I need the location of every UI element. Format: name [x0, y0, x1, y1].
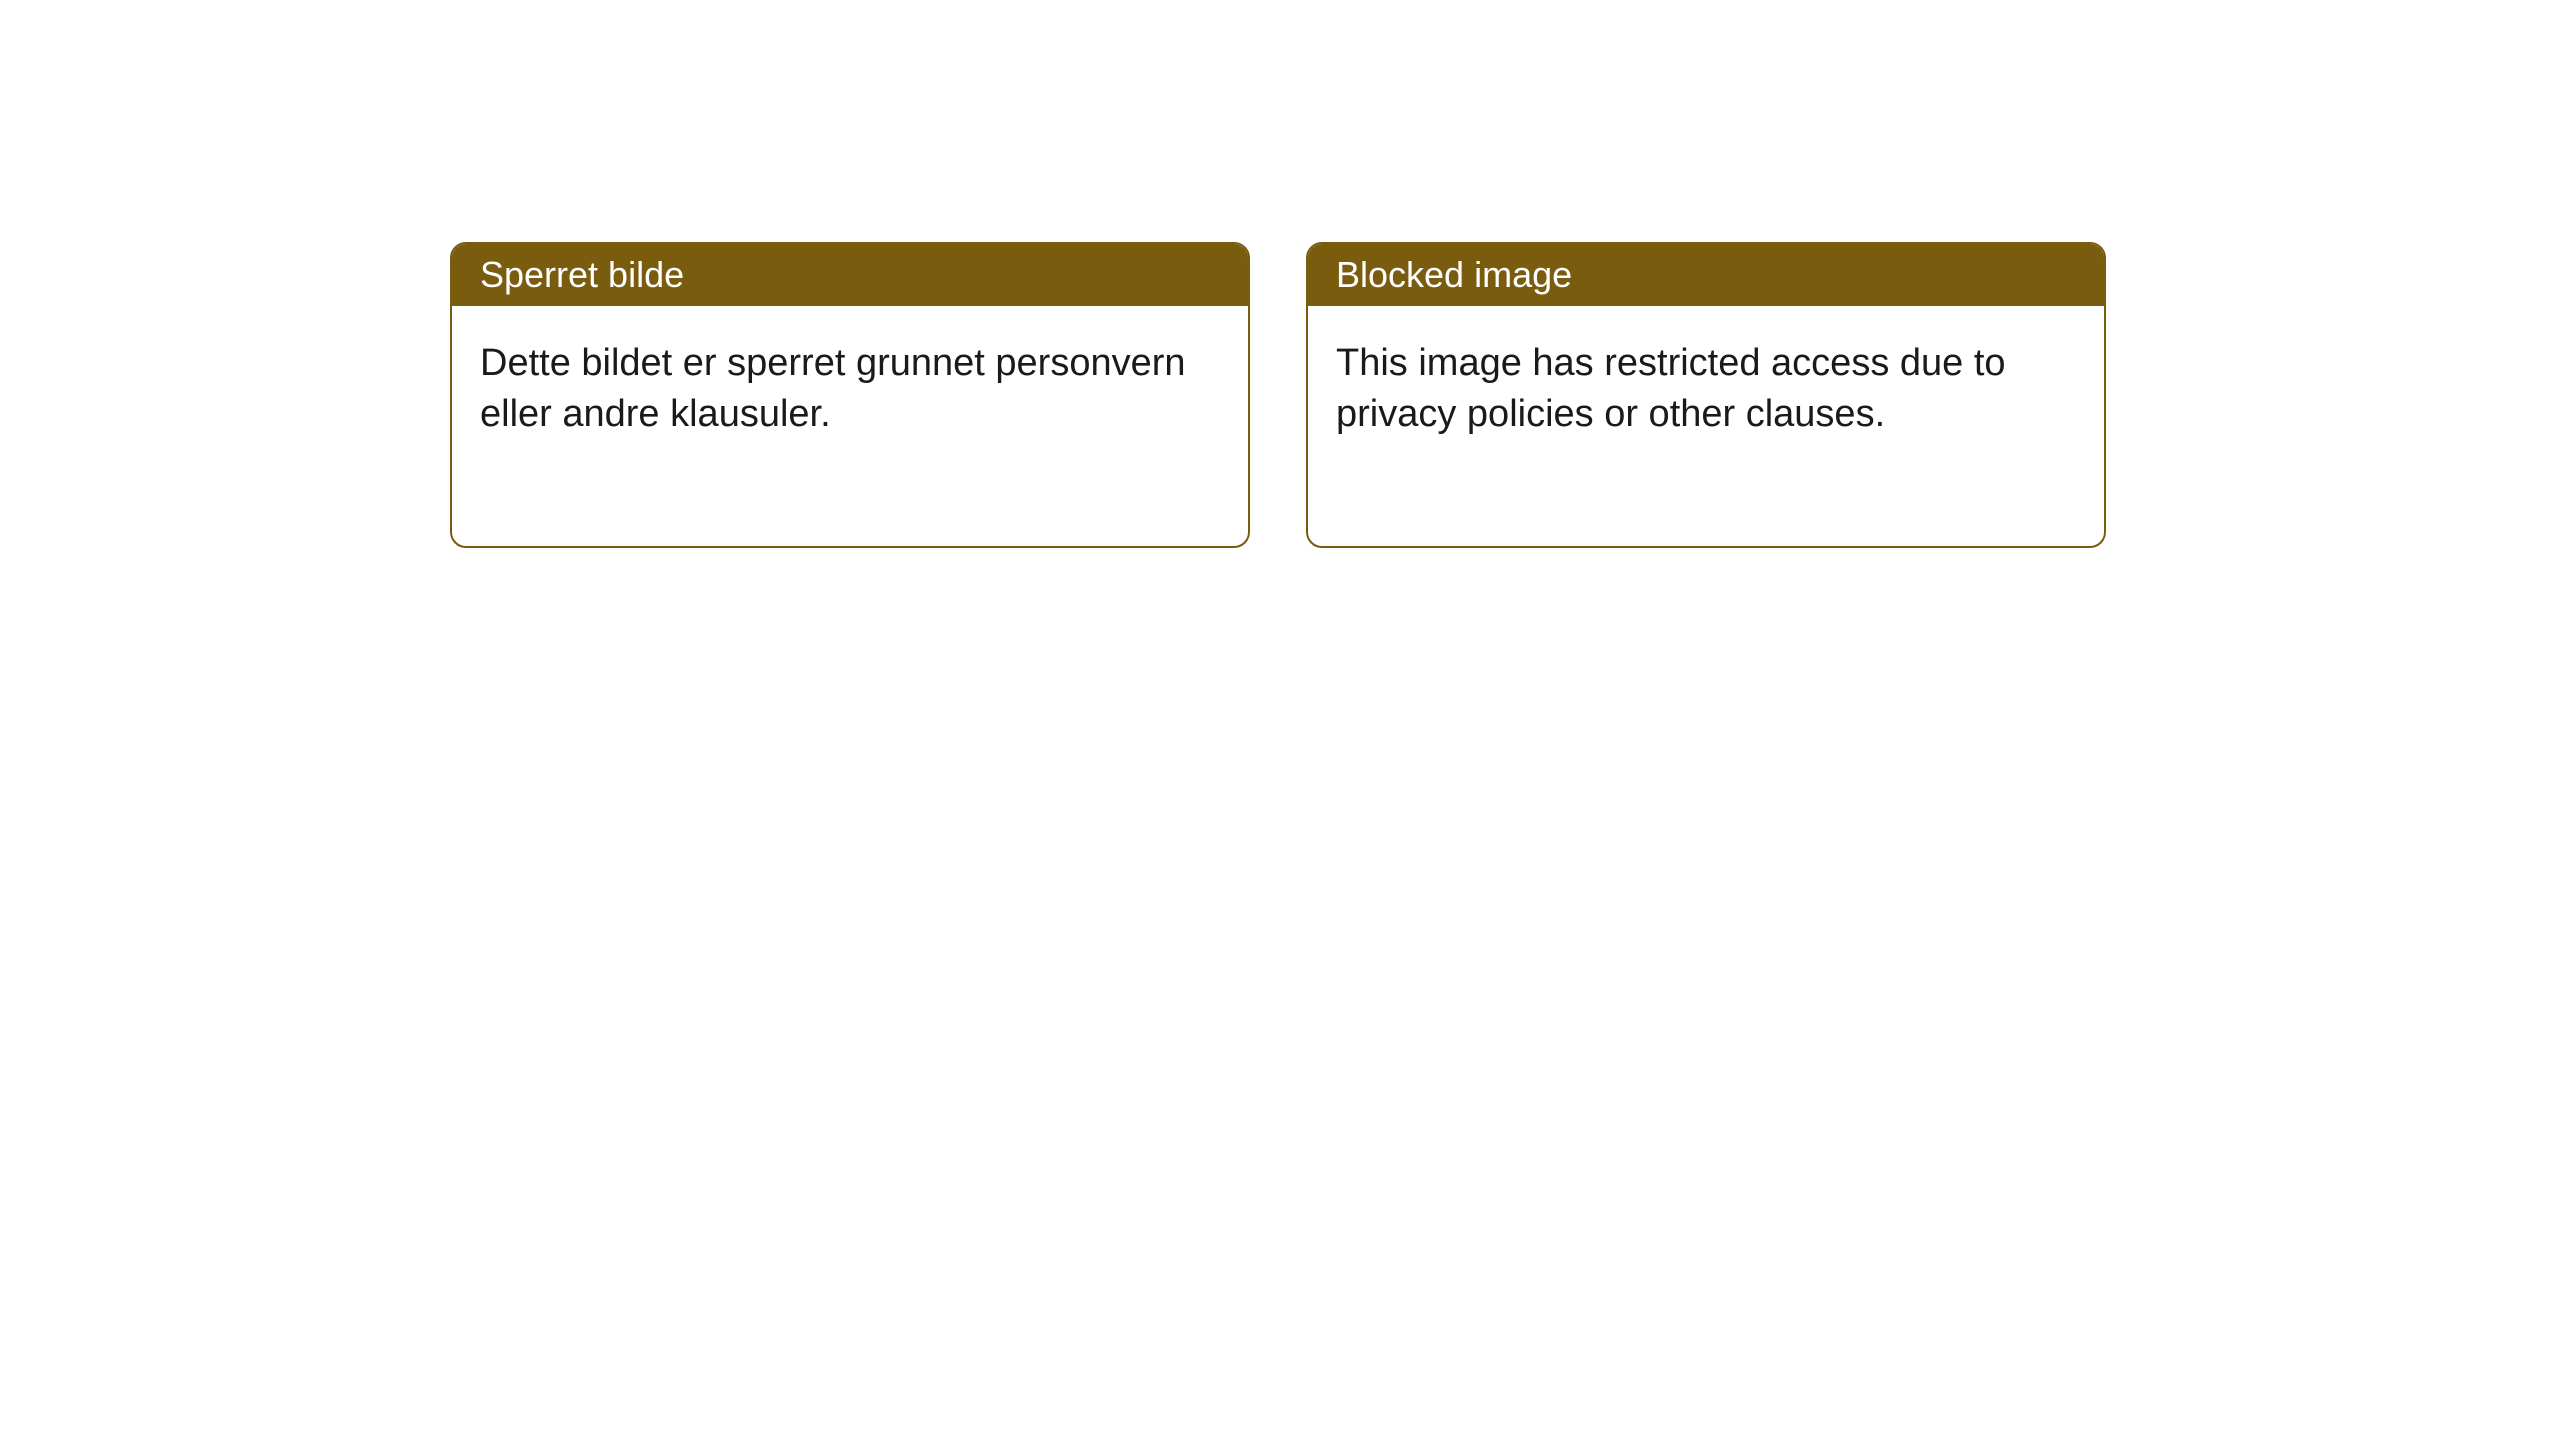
notice-card-header: Sperret bilde — [452, 244, 1248, 306]
notice-card-norwegian: Sperret bilde Dette bildet er sperret gr… — [450, 242, 1250, 548]
notice-card-body: This image has restricted access due to … — [1308, 306, 2104, 546]
notice-card-english: Blocked image This image has restricted … — [1306, 242, 2106, 548]
notice-card-title: Blocked image — [1336, 254, 1572, 295]
notice-card-body: Dette bildet er sperret grunnet personve… — [452, 306, 1248, 546]
notice-container: Sperret bilde Dette bildet er sperret gr… — [450, 242, 2106, 548]
notice-card-text: This image has restricted access due to … — [1336, 342, 2006, 435]
notice-card-title: Sperret bilde — [480, 254, 684, 295]
notice-card-text: Dette bildet er sperret grunnet personve… — [480, 342, 1186, 435]
notice-card-header: Blocked image — [1308, 244, 2104, 306]
